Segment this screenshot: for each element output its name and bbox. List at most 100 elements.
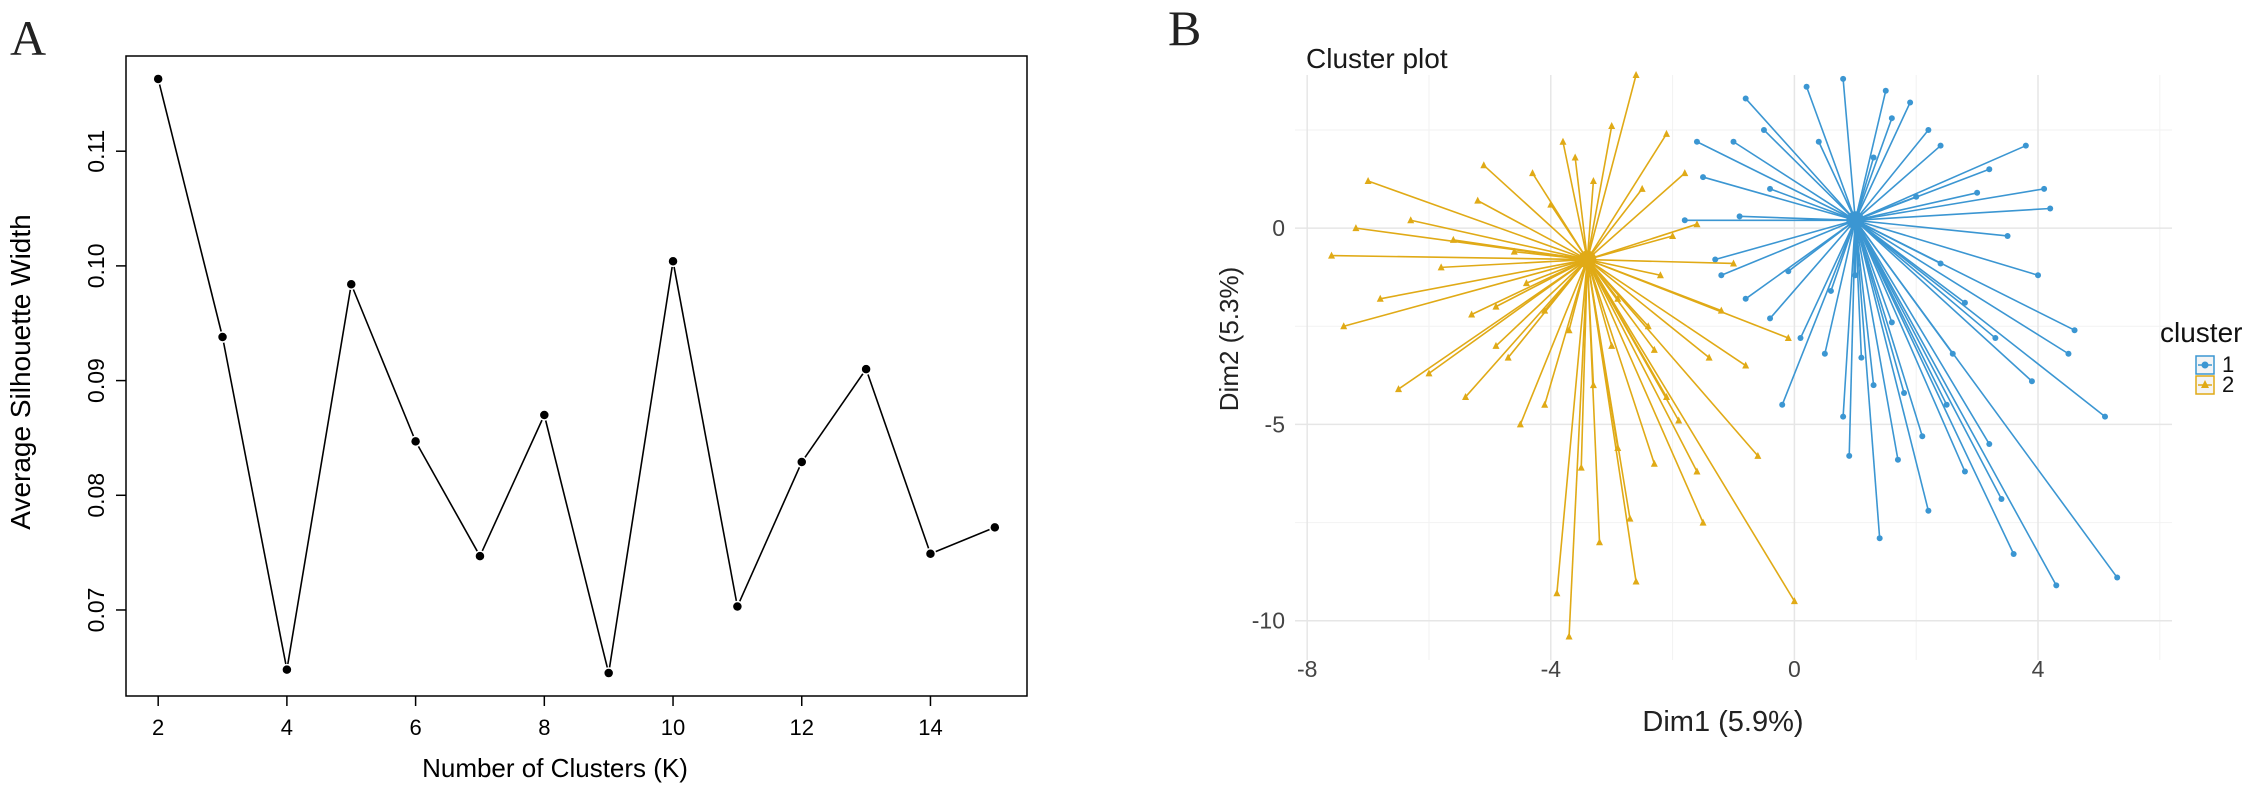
cluster-point bbox=[1700, 174, 1707, 181]
cluster-ray bbox=[1818, 141, 1857, 221]
legend-label: 2 bbox=[2222, 372, 2234, 397]
cluster-point bbox=[1767, 315, 1774, 322]
line-segment bbox=[543, 414, 610, 674]
cluster-ray bbox=[1769, 188, 1856, 222]
panel-b-axes: -8 -4 0 4 -10 -5 0 bbox=[1252, 215, 2045, 682]
data-point bbox=[538, 409, 551, 421]
cluster-point bbox=[1589, 381, 1597, 389]
cluster-ray bbox=[1696, 141, 1856, 221]
cluster-ray bbox=[1580, 259, 1589, 468]
cluster-ray bbox=[1854, 129, 1930, 221]
legend-title: cluster bbox=[2160, 317, 2242, 348]
cluster-point bbox=[1742, 295, 1749, 302]
cluster-ray bbox=[1380, 258, 1588, 300]
legend-item-2: 2 bbox=[2195, 372, 2234, 397]
cluster-point bbox=[1462, 392, 1470, 400]
cluster-point bbox=[1730, 138, 1737, 145]
cluster-ray bbox=[1854, 219, 1954, 355]
cluster-point bbox=[2071, 327, 2078, 334]
cluster-point bbox=[1614, 294, 1622, 302]
cluster-point bbox=[1577, 463, 1585, 471]
cluster-point bbox=[1742, 95, 1749, 102]
line-segment bbox=[736, 461, 803, 607]
cluster-point bbox=[1925, 507, 1932, 514]
cluster-ray bbox=[1854, 219, 2033, 382]
cluster-point bbox=[1407, 216, 1415, 224]
cluster-ray bbox=[1495, 258, 1588, 347]
cluster-ray bbox=[1733, 141, 1856, 221]
data-point bbox=[281, 663, 293, 676]
cluster-point bbox=[1522, 279, 1530, 287]
cluster-point bbox=[2022, 142, 2029, 149]
cluster-point bbox=[1815, 138, 1822, 145]
cluster-point bbox=[1852, 272, 1859, 279]
cluster-ray bbox=[1848, 220, 1857, 456]
line-segment bbox=[286, 284, 353, 670]
cluster-point bbox=[1693, 220, 1701, 228]
cluster-ray bbox=[1854, 219, 1966, 472]
cluster-point bbox=[1608, 122, 1616, 130]
cluster-point bbox=[1992, 335, 1999, 342]
cluster-ray bbox=[1854, 144, 2027, 222]
cluster-ray bbox=[1586, 259, 1704, 523]
cluster-ray bbox=[1587, 258, 1734, 265]
y-tick-label: -5 bbox=[1265, 411, 1285, 437]
cluster-ray bbox=[1410, 219, 1588, 261]
cluster-point bbox=[1468, 310, 1476, 318]
cluster-ray bbox=[1799, 219, 1857, 339]
cluster-point bbox=[2102, 413, 2109, 420]
cluster-point bbox=[1888, 319, 1895, 326]
panel-b-letter: B bbox=[1168, 0, 1201, 56]
data-point bbox=[602, 667, 615, 679]
y-tick-label: 0.11 bbox=[83, 130, 109, 173]
cluster-point bbox=[1492, 302, 1500, 310]
cluster-point bbox=[1894, 456, 1901, 463]
cluster-point bbox=[2053, 582, 2060, 589]
cluster-point bbox=[1632, 577, 1640, 585]
cluster-point bbox=[1718, 272, 1725, 279]
x-tick-label: 12 bbox=[790, 715, 814, 740]
x-tick-label: -4 bbox=[1541, 656, 1562, 682]
panel-a-points bbox=[152, 73, 1001, 679]
y-tick-label: 0.10 bbox=[83, 244, 109, 289]
data-point bbox=[409, 435, 422, 448]
cluster-ray bbox=[1855, 188, 2045, 222]
cluster-point bbox=[1790, 597, 1798, 605]
cluster-point bbox=[1961, 299, 1968, 306]
cluster-point bbox=[1681, 217, 1688, 224]
cluster-ray bbox=[1586, 188, 1643, 261]
cluster-point bbox=[1712, 256, 1719, 263]
cluster-ray bbox=[1586, 259, 1613, 347]
cluster-point bbox=[2004, 232, 2011, 239]
cluster-point bbox=[1437, 263, 1445, 271]
cluster-point bbox=[1754, 451, 1762, 459]
cluster-ray bbox=[1842, 220, 1857, 417]
cluster-ray bbox=[1586, 125, 1613, 260]
cluster-point bbox=[1565, 326, 1573, 334]
cluster-ray bbox=[1331, 254, 1588, 261]
cluster-ray bbox=[1854, 117, 1893, 221]
cluster-point bbox=[1803, 83, 1810, 90]
cluster-ray bbox=[1464, 258, 1588, 398]
line-segment bbox=[801, 368, 867, 463]
cluster-point bbox=[1650, 345, 1658, 353]
cluster-point bbox=[1656, 271, 1664, 279]
cluster-point bbox=[1669, 231, 1677, 239]
cluster-ray bbox=[1367, 180, 1588, 261]
y-tick-label: 0.08 bbox=[83, 473, 109, 518]
cluster-ray bbox=[1854, 145, 1942, 221]
cluster-ray bbox=[1854, 219, 1941, 265]
cluster-ray bbox=[1586, 259, 1796, 602]
cluster-ray bbox=[1586, 259, 1656, 464]
cluster-ray bbox=[1781, 219, 1857, 406]
cluster-ray bbox=[1854, 220, 1875, 386]
cluster-ray bbox=[1586, 133, 1668, 260]
cluster-point bbox=[1565, 632, 1573, 640]
cluster-ray bbox=[1763, 129, 1856, 221]
cluster-point bbox=[1797, 335, 1804, 342]
cluster-ray bbox=[1587, 258, 1722, 312]
cluster-point bbox=[1614, 443, 1622, 451]
cluster-point bbox=[1589, 177, 1597, 185]
x-tick-label: 10 bbox=[661, 715, 685, 740]
